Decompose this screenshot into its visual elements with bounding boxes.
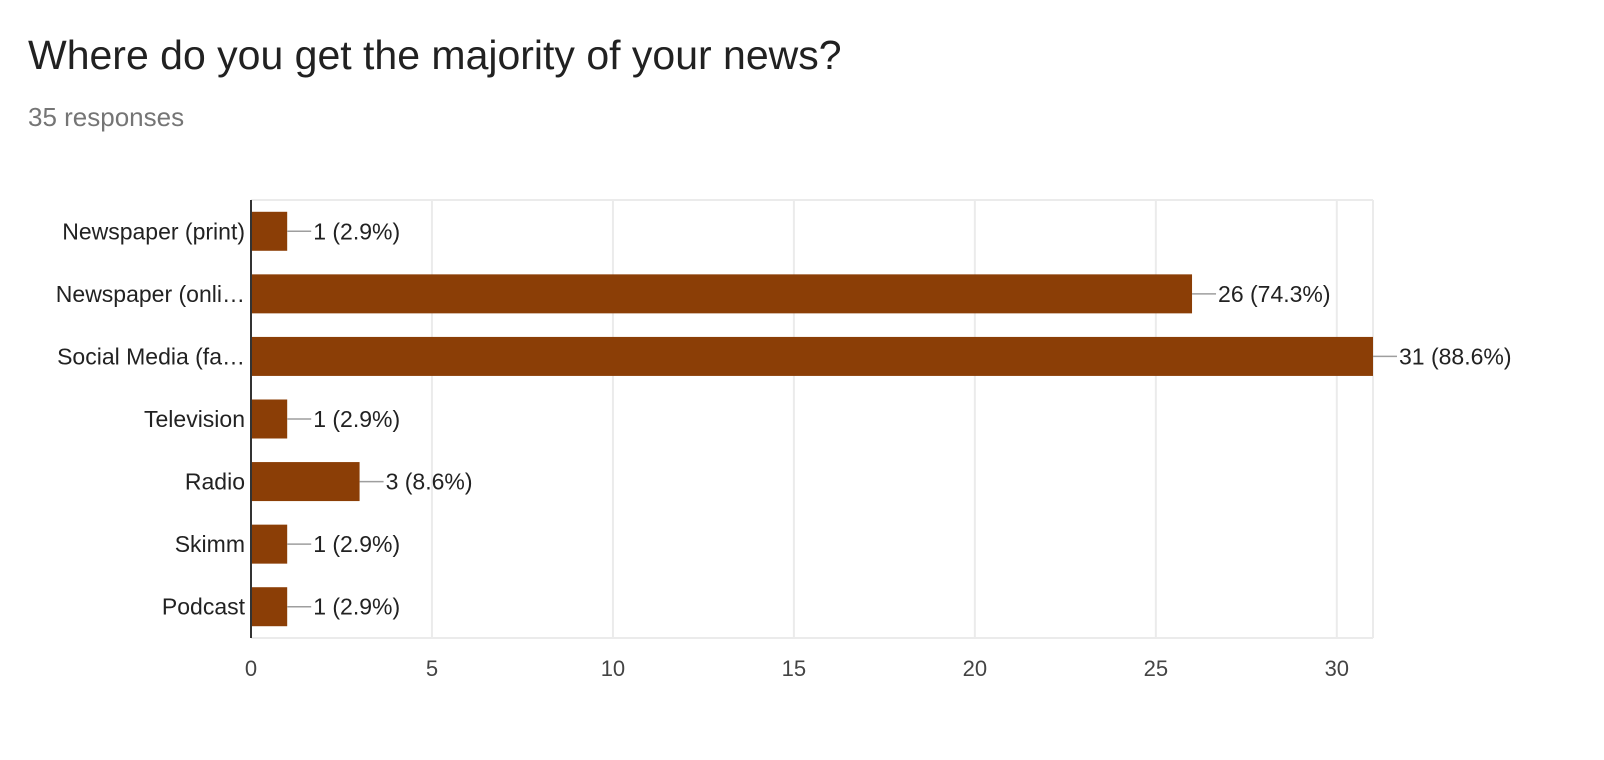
data-label: 1 (2.9%) [313,531,400,557]
bar [251,524,288,564]
bar [251,336,1373,376]
data-label: 3 (8.6%) [386,469,473,495]
data-label: 26 (74.3%) [1218,281,1331,307]
data-label: 1 (2.9%) [313,218,400,244]
grid-lines [251,199,1374,639]
x-tick-label: 30 [1325,656,1349,681]
bars [251,211,1397,627]
category-label: Newspaper (print) [62,218,245,244]
category-label: Social Media (fa… [57,343,245,369]
bar [251,462,360,502]
category-label: Skimm [175,531,245,557]
x-tick-label: 0 [245,656,257,681]
x-tick-label: 15 [782,656,806,681]
chart-title: Where do you get the majority of your ne… [28,32,842,78]
x-tick-label: 5 [426,656,438,681]
category-label: Newspaper (onli… [56,281,245,307]
data-label: 1 (2.9%) [313,406,400,432]
bar [251,587,288,627]
data-label: 1 (2.9%) [313,594,400,620]
category-label: Television [144,406,245,432]
x-tick-label: 10 [601,656,625,681]
x-tick-label: 25 [1144,656,1168,681]
category-label: Podcast [162,594,246,620]
bar [251,274,1193,314]
data-label: 31 (88.6%) [1399,343,1512,369]
response-count: 35 responses [28,102,185,132]
bar [251,211,288,251]
x-tick-label: 20 [963,656,987,681]
bar [251,399,288,439]
category-label: Radio [185,469,245,495]
labels: 0 5 10 15 20 25 30 1 (2.9%) Newspaper (print) 26 … [56,218,1512,681]
